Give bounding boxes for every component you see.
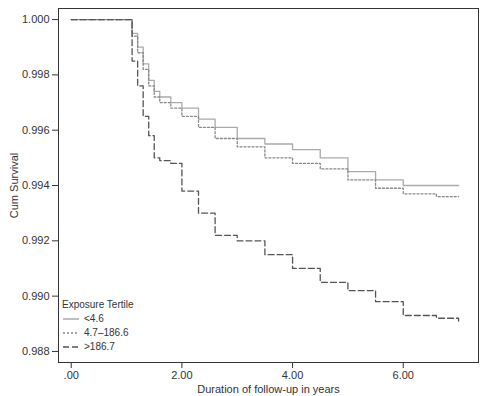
svg-text:0.996: 0.996 (22, 124, 50, 136)
svg-text:2.00: 2.00 (171, 369, 192, 381)
html-text:<4.6: <4.6 (84, 313, 104, 324)
html-text:>186.7: >186.7 (84, 341, 115, 352)
svg-text:.00: .00 (64, 369, 79, 381)
svg-text:0.994: 0.994 (22, 179, 50, 191)
svg-text:1.000: 1.000 (22, 13, 50, 25)
svg-text:0.988: 0.988 (22, 345, 50, 357)
svg-text:0.990: 0.990 (22, 290, 50, 302)
html-text:Exposure Tertile: Exposure Tertile (62, 299, 134, 310)
svg-text:4.00: 4.00 (282, 369, 303, 381)
svg-text:Cum Survival: Cum Survival (8, 153, 20, 218)
svg-text:0.998: 0.998 (22, 68, 50, 80)
svg-text:6.00: 6.00 (393, 369, 414, 381)
svg-text:0.992: 0.992 (22, 234, 50, 246)
html-text:4.7–186.6: 4.7–186.6 (84, 327, 129, 338)
svg-text:Duration of follow-up in years: Duration of follow-up in years (197, 383, 340, 395)
